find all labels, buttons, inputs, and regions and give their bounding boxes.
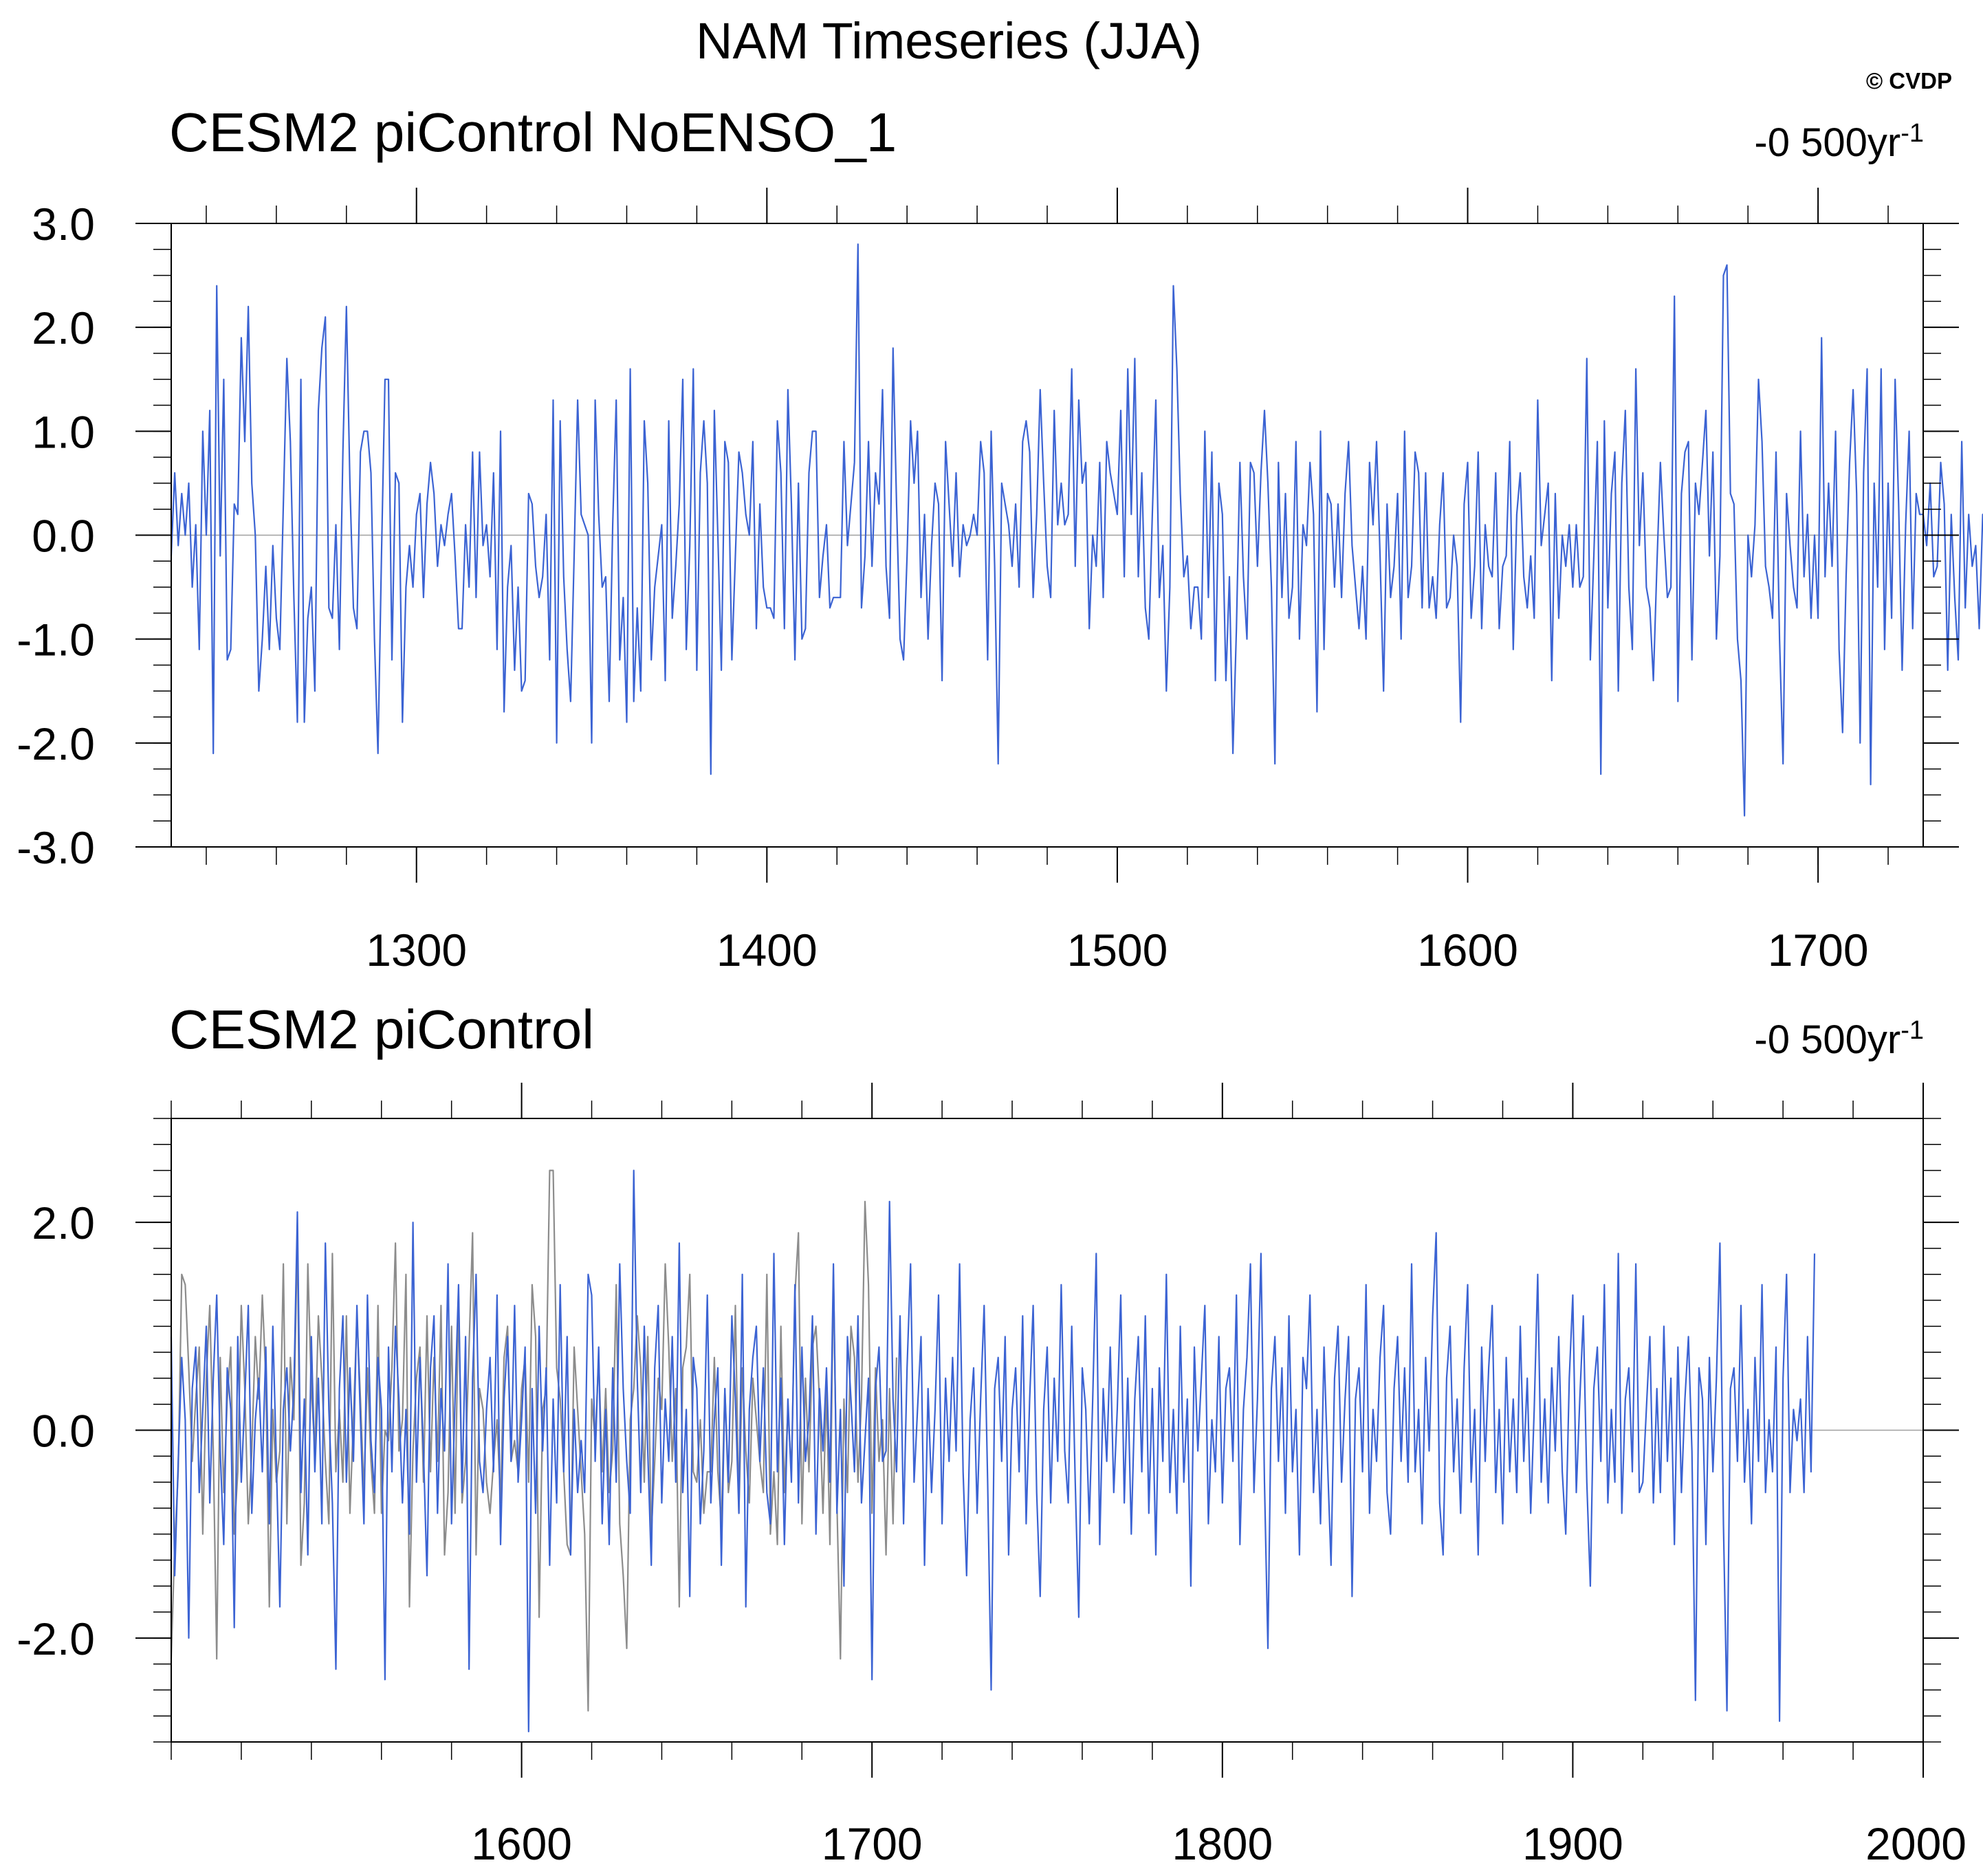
x-tick-label: 1900 (1522, 1818, 1623, 1869)
y-tick-label: 0.0 (32, 1406, 95, 1457)
series-line-primary (170, 243, 1983, 817)
x-tick-label: 1600 (1417, 925, 1518, 975)
trend-label: -0 500yr-1 (1754, 1016, 1924, 1062)
x-tick-label: 1700 (822, 1818, 923, 1869)
trend-label: -0 500yr-1 (1754, 119, 1924, 165)
x-tick-label: 1300 (366, 925, 467, 975)
series-line-primary (170, 1169, 1816, 1732)
y-tick-label: 0.0 (32, 511, 95, 562)
panel-noenso: CESM2 piControl NoENSO_1 -0 500yr-1 -3.0… (17, 102, 1983, 975)
y-tick-label: 2.0 (32, 1198, 95, 1248)
watermark: © CVDP (1866, 68, 1952, 93)
y-tick-label: 2.0 (32, 302, 95, 353)
panel-title: CESM2 piControl (169, 999, 594, 1060)
y-tick-label: -3.0 (17, 822, 95, 873)
x-tick-label: 2000 (1865, 1818, 1966, 1869)
figure-title: NAM Timeseries (JJA) (696, 12, 1202, 69)
x-tick-label: 1400 (716, 925, 818, 975)
panel-title: CESM2 piControl NoENSO_1 (169, 102, 897, 163)
x-tick-label: 1500 (1067, 925, 1168, 975)
x-tick-label: 1600 (471, 1818, 572, 1869)
y-tick-label: -1.0 (17, 615, 95, 665)
x-tick-label: 1800 (1172, 1818, 1273, 1869)
x-tick-label: 1700 (1768, 925, 1869, 975)
panel-picontrol: CESM2 piControl -0 500yr-1 -2.0 0.0 2.0 160… (17, 999, 1966, 1869)
y-tick-label: 3.0 (32, 199, 95, 250)
series-line-overlay (170, 1169, 897, 1712)
y-tick-label: 1.0 (32, 406, 95, 457)
y-tick-label: -2.0 (17, 718, 95, 769)
y-tick-label: -2.0 (17, 1613, 95, 1664)
